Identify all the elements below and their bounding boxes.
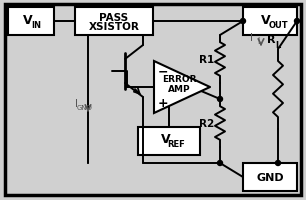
Circle shape bbox=[294, 19, 300, 24]
Bar bbox=[8, 8, 54, 36]
Text: GND: GND bbox=[77, 104, 93, 110]
Text: IN: IN bbox=[31, 20, 41, 29]
Text: OUT: OUT bbox=[268, 20, 288, 29]
Text: REF: REF bbox=[167, 140, 185, 149]
Text: I: I bbox=[74, 99, 77, 108]
Text: L: L bbox=[257, 37, 261, 46]
Text: R2: R2 bbox=[200, 118, 215, 128]
Text: V: V bbox=[23, 13, 33, 26]
Text: XSISTOR: XSISTOR bbox=[88, 22, 140, 32]
Circle shape bbox=[218, 161, 222, 166]
Circle shape bbox=[218, 97, 222, 102]
Text: R: R bbox=[267, 35, 275, 45]
Text: PASS: PASS bbox=[99, 13, 129, 23]
Bar bbox=[243, 163, 297, 191]
Text: V: V bbox=[161, 133, 171, 146]
Circle shape bbox=[241, 19, 245, 24]
Text: −: − bbox=[158, 65, 168, 78]
Polygon shape bbox=[154, 62, 210, 113]
Text: I: I bbox=[251, 33, 253, 43]
Circle shape bbox=[275, 161, 281, 166]
Text: L: L bbox=[275, 40, 281, 49]
Text: V: V bbox=[261, 13, 271, 26]
Bar bbox=[138, 127, 200, 155]
Text: +: + bbox=[158, 97, 168, 110]
Text: R1: R1 bbox=[200, 55, 215, 65]
Bar bbox=[75, 8, 153, 36]
Text: GND: GND bbox=[256, 172, 284, 182]
Text: AMP: AMP bbox=[168, 85, 190, 94]
Bar bbox=[243, 8, 297, 36]
Text: ERROR: ERROR bbox=[162, 75, 196, 84]
